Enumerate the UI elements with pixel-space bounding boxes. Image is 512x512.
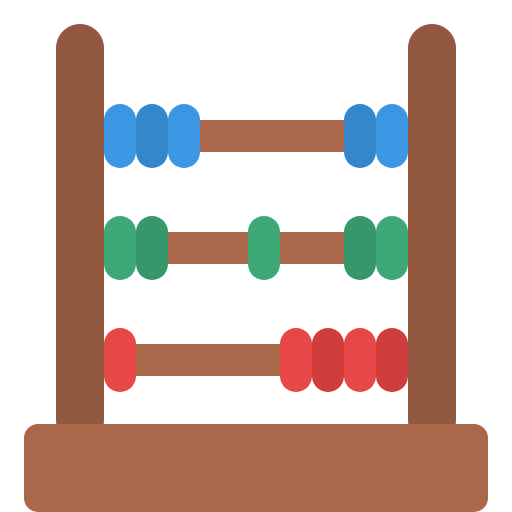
bead-top-4	[344, 104, 376, 168]
bead-top-2	[136, 104, 168, 168]
left-post	[56, 24, 104, 444]
abacus-base-lower	[24, 460, 488, 488]
bead-bottom-4	[344, 328, 376, 392]
bead-bottom-1	[104, 328, 136, 392]
bead-middle-3	[248, 216, 280, 280]
right-post	[408, 24, 456, 444]
bead-middle-1	[104, 216, 136, 280]
bead-top-3	[168, 104, 200, 168]
bead-top-5	[376, 104, 408, 168]
bead-middle-2	[136, 216, 168, 280]
bead-bottom-2	[280, 328, 312, 392]
bead-middle-5	[376, 216, 408, 280]
bead-bottom-5	[376, 328, 408, 392]
bead-middle-4	[344, 216, 376, 280]
bead-bottom-3	[312, 328, 344, 392]
bead-top-1	[104, 104, 136, 168]
